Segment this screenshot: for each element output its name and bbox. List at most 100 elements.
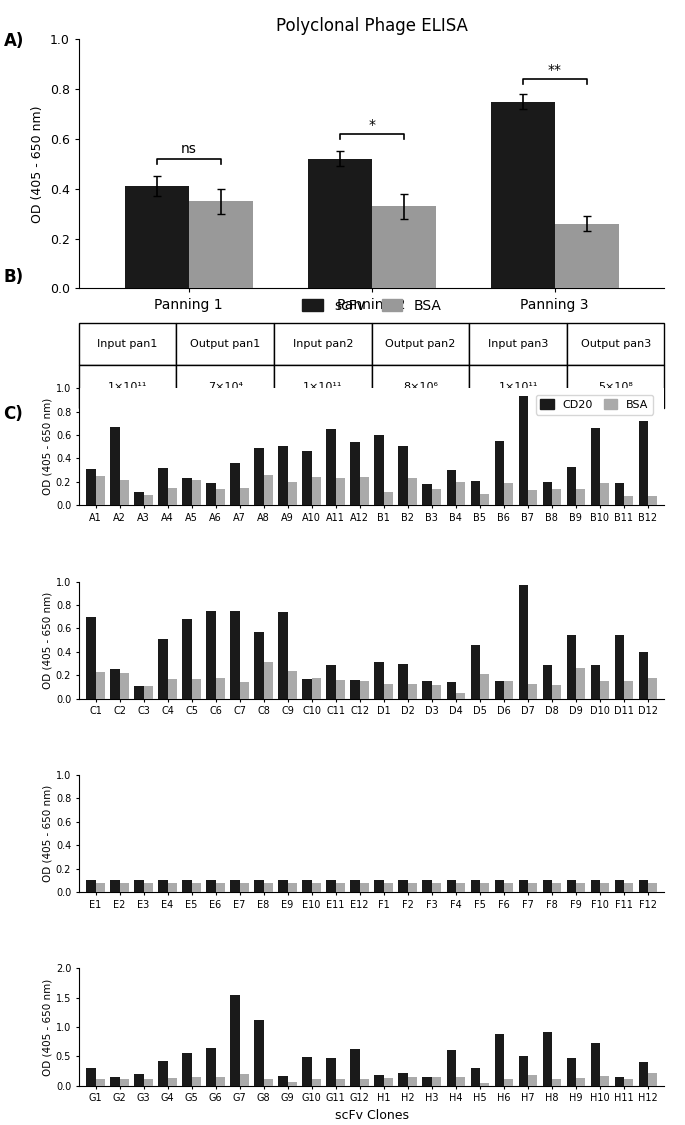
Title: Polyclonal Phage ELISA: Polyclonal Phage ELISA [275, 17, 468, 35]
Bar [120, 673, 129, 699]
Bar [240, 683, 249, 699]
Bar [279, 446, 288, 505]
Bar [336, 1079, 345, 1086]
Bar [432, 1078, 440, 1086]
Bar [447, 683, 456, 699]
Bar [110, 881, 120, 892]
Bar [110, 669, 120, 699]
Bar [527, 490, 537, 505]
X-axis label: scFv Clones: scFv Clones [334, 1109, 409, 1122]
Bar [96, 476, 105, 505]
Text: A): A) [3, 32, 24, 50]
Bar [543, 665, 551, 699]
Bar [168, 1078, 177, 1086]
Text: B): B) [3, 268, 23, 286]
Bar [519, 881, 527, 892]
Bar [503, 883, 513, 892]
Bar [206, 611, 216, 699]
Bar [336, 883, 345, 892]
Legend: CD20, BSA: CD20, BSA [536, 395, 653, 414]
Text: ns: ns [181, 143, 197, 156]
Bar [134, 686, 144, 699]
Bar [158, 468, 168, 505]
Bar [360, 1079, 369, 1086]
Bar [432, 489, 440, 505]
Bar [447, 881, 456, 892]
Bar [96, 1079, 105, 1086]
Bar [288, 1082, 297, 1086]
Bar [575, 1078, 585, 1086]
Bar [279, 1076, 288, 1086]
Bar [303, 451, 312, 505]
Bar [638, 881, 647, 892]
Bar [192, 678, 201, 699]
Bar [168, 883, 177, 892]
Bar [144, 495, 153, 505]
Bar [360, 682, 369, 699]
Bar [566, 636, 575, 699]
Bar [647, 1073, 657, 1086]
Bar [623, 682, 633, 699]
Bar [360, 883, 369, 892]
Bar [110, 426, 120, 505]
Bar [216, 883, 225, 892]
Bar [125, 187, 188, 288]
Bar [423, 484, 432, 505]
Bar [134, 493, 144, 505]
Bar [575, 668, 585, 699]
Bar [590, 428, 599, 505]
Text: C): C) [3, 405, 23, 423]
Bar [216, 1077, 225, 1086]
Bar [408, 883, 416, 892]
Bar [120, 479, 129, 505]
Bar [503, 1079, 513, 1086]
Bar [638, 1062, 647, 1086]
Bar [371, 206, 436, 288]
Bar [495, 1034, 503, 1086]
Bar [495, 441, 503, 505]
Bar [336, 680, 345, 699]
Bar [312, 1079, 321, 1086]
Y-axis label: OD (405 - 650 nm): OD (405 - 650 nm) [43, 979, 53, 1076]
Bar [206, 881, 216, 892]
Bar [288, 670, 297, 699]
Bar [399, 664, 408, 699]
Bar [599, 682, 609, 699]
Bar [96, 672, 105, 699]
Bar [519, 396, 527, 505]
Bar [351, 881, 360, 892]
Bar [230, 464, 240, 505]
Bar [86, 1068, 96, 1086]
Bar [456, 883, 464, 892]
Bar [384, 493, 393, 505]
Bar [254, 881, 264, 892]
Bar [423, 1078, 432, 1086]
Bar [134, 881, 144, 892]
Bar [86, 469, 96, 505]
Bar [327, 881, 336, 892]
Bar [551, 685, 561, 699]
Bar [312, 477, 321, 505]
Bar [527, 1076, 537, 1086]
Bar [312, 677, 321, 699]
Bar [303, 1058, 312, 1086]
Bar [230, 611, 240, 699]
Bar [623, 1079, 633, 1086]
Text: *: * [368, 117, 375, 132]
Bar [527, 883, 537, 892]
Bar [254, 632, 264, 699]
Bar [590, 665, 599, 699]
Bar [471, 480, 479, 505]
Bar [351, 442, 360, 505]
Bar [375, 663, 384, 699]
Bar [471, 1068, 479, 1086]
Bar [456, 482, 464, 505]
Y-axis label: OD (405 - 650 nm): OD (405 - 650 nm) [43, 785, 53, 882]
Bar [86, 616, 96, 699]
Bar [375, 881, 384, 892]
Bar [543, 881, 551, 892]
Bar [254, 1020, 264, 1086]
Bar [351, 1048, 360, 1086]
Bar [206, 483, 216, 505]
Bar [144, 883, 153, 892]
